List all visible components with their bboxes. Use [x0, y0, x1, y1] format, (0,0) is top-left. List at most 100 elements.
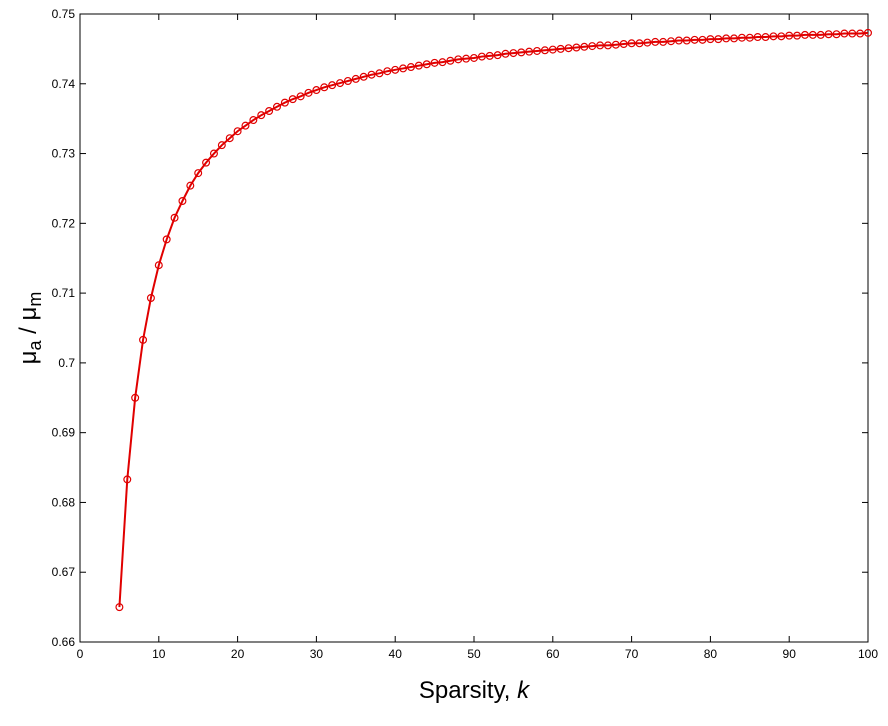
data-point-marker: [863, 28, 872, 37]
data-point-marker: [359, 72, 368, 81]
data-point-marker: [627, 39, 636, 48]
x-tick-label: 60: [546, 647, 560, 661]
data-point-marker: [202, 158, 211, 167]
data-point-marker: [706, 35, 715, 44]
data-point-marker: [343, 76, 352, 85]
y-tick-label: 0.74: [52, 77, 76, 91]
y-axis-label-slash: /: [15, 320, 42, 340]
y-tick-label: 0.75: [52, 7, 76, 21]
data-point-marker: [123, 475, 132, 484]
data-point-marker: [273, 102, 282, 111]
data-point-marker: [154, 261, 163, 270]
y-tick-label: 0.66: [52, 635, 76, 649]
data-point-marker: [722, 34, 731, 43]
x-tick-label: 100: [858, 647, 878, 661]
data-point-marker: [391, 65, 400, 74]
data-point-marker: [485, 51, 494, 60]
data-point-marker: [351, 74, 360, 83]
data-point-marker: [406, 63, 415, 72]
y-tick-label: 0.73: [52, 147, 76, 161]
data-point-marker: [659, 37, 668, 46]
data-point-marker: [517, 48, 526, 57]
data-point-marker: [131, 393, 140, 402]
data-point-marker: [761, 33, 770, 42]
data-point-marker: [328, 81, 337, 90]
data-point-marker: [170, 213, 179, 222]
y-axis-label-mu-m: μ: [15, 307, 42, 321]
y-axis-label-sub-m: m: [25, 292, 45, 307]
x-tick-label: 0: [77, 647, 84, 661]
data-point-marker: [146, 293, 155, 302]
data-point-marker: [139, 335, 148, 344]
data-point-marker: [737, 33, 746, 42]
data-point-marker: [288, 95, 297, 104]
x-tick-label: 30: [310, 647, 324, 661]
data-point-marker: [793, 31, 802, 40]
data-point-marker: [808, 30, 817, 39]
data-point-marker: [312, 86, 321, 95]
x-tick-label: 70: [625, 647, 639, 661]
data-point-marker: [690, 35, 699, 44]
data-point-marker: [296, 92, 305, 101]
data-point-marker: [367, 70, 376, 79]
data-point-marker: [556, 44, 565, 53]
data-point-marker: [533, 46, 542, 55]
data-point-marker: [832, 30, 841, 39]
data-point-marker: [178, 197, 187, 206]
y-tick-label: 0.68: [52, 495, 76, 509]
data-point-marker: [446, 56, 455, 65]
data-point-marker: [422, 60, 431, 69]
data-point-marker: [470, 53, 479, 62]
data-point-marker: [840, 29, 849, 38]
data-point-marker: [730, 34, 739, 43]
data-point-marker: [320, 83, 329, 92]
x-tick-label: 40: [389, 647, 403, 661]
data-point-marker: [115, 603, 124, 612]
data-point-marker: [501, 49, 510, 58]
data-point-marker: [162, 235, 171, 244]
data-point-marker: [194, 169, 203, 178]
data-point-marker: [651, 37, 660, 46]
x-tick-label: 80: [704, 647, 718, 661]
data-point-marker: [493, 51, 502, 60]
x-tick-label: 10: [152, 647, 166, 661]
data-point-marker: [414, 61, 423, 70]
y-axis-label-sub-a: a: [25, 340, 45, 351]
data-point-marker: [525, 47, 534, 56]
data-point-marker: [635, 39, 644, 48]
data-point-marker: [217, 141, 226, 150]
y-tick-label: 0.69: [52, 426, 76, 440]
data-point-marker: [430, 58, 439, 67]
x-tick-label: 90: [783, 647, 797, 661]
data-point-marker: [548, 45, 557, 54]
data-point-marker: [745, 33, 754, 42]
data-point-marker: [714, 35, 723, 44]
data-point-marker: [674, 36, 683, 45]
data-point-marker: [785, 31, 794, 40]
data-point-marker: [209, 149, 218, 158]
data-point-marker: [580, 42, 589, 51]
data-point-marker: [280, 98, 289, 107]
data-point-marker: [611, 40, 620, 49]
data-point-marker: [438, 58, 447, 67]
data-point-marker: [588, 42, 597, 51]
data-point-marker: [816, 30, 825, 39]
x-axis-ticks: 0 10 20 30 40 50 60 70 80 90 100: [77, 14, 878, 661]
y-axis-label-mu-a: μ: [15, 351, 42, 365]
data-point-marker: [249, 116, 258, 125]
data-point-marker: [336, 79, 345, 88]
data-point-marker: [257, 111, 266, 120]
data-point-marker: [848, 29, 857, 38]
x-tick-label: 50: [467, 647, 481, 661]
data-point-marker: [383, 67, 392, 76]
data-point-marker: [233, 127, 242, 136]
data-point-marker: [509, 49, 518, 58]
y-tick-label: 0.72: [52, 216, 76, 230]
data-point-marker: [572, 43, 581, 52]
series-layer: [115, 28, 872, 612]
data-point-marker: [241, 121, 250, 130]
data-point-marker: [462, 54, 471, 63]
data-point-marker: [304, 88, 313, 97]
data-point-marker: [596, 41, 605, 50]
data-point-marker: [454, 55, 463, 64]
